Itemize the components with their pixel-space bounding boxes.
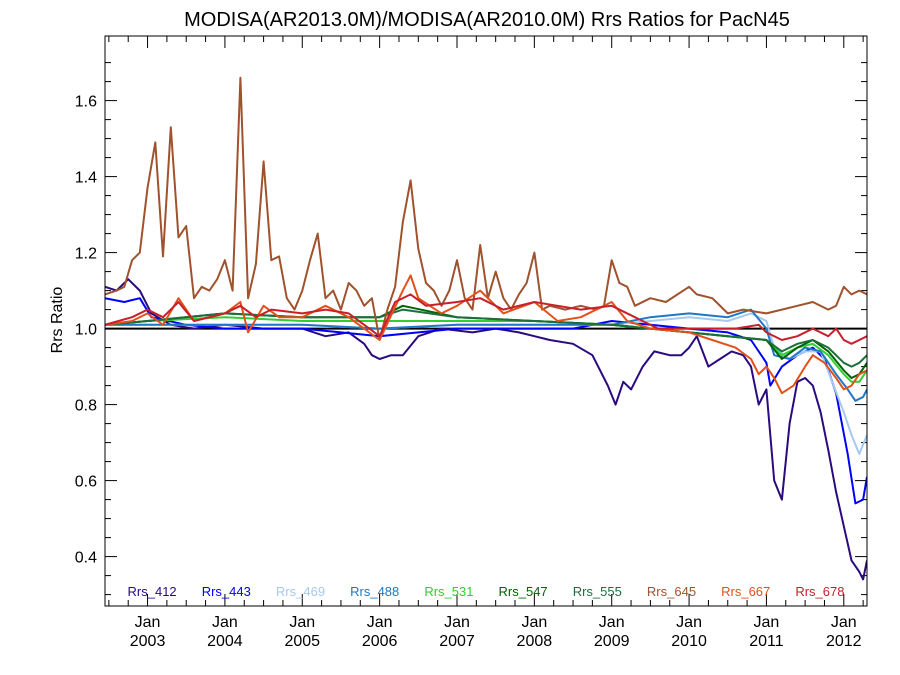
x-tick-month: Jan	[831, 614, 857, 631]
x-tick-month: Jan	[521, 614, 547, 631]
x-tick-year: 2007	[439, 633, 475, 650]
legend-label-rrs-645: Rrs_645	[647, 584, 696, 599]
x-tick-month: Jan	[754, 614, 780, 631]
y-axis-label: Rrs Ratio	[49, 287, 66, 354]
legend-label-rrs-531: Rrs_531	[424, 584, 473, 599]
series-line-rrs-488	[105, 308, 867, 402]
x-tick-month: Jan	[676, 614, 702, 631]
legend-label-rrs-469: Rrs_469	[276, 584, 325, 599]
x-tick-year: 2010	[671, 633, 707, 650]
series-line-rrs-469	[105, 312, 867, 455]
legend-label-rrs-547: Rrs_547	[499, 584, 548, 599]
x-tick-year: 2009	[594, 633, 630, 650]
legend-label-rrs-443: Rrs_443	[202, 584, 251, 599]
series-line-rrs-645	[105, 76, 867, 341]
x-tick-month: Jan	[599, 614, 625, 631]
legend-label-rrs-412: Rrs_412	[128, 584, 177, 599]
x-tick-year: 2003	[130, 633, 166, 650]
legend-label-rrs-678: Rrs_678	[795, 584, 844, 599]
x-tick-month: Jan	[135, 614, 161, 631]
x-tick-year: 2011	[749, 633, 784, 650]
x-tick-month: Jan	[289, 614, 315, 631]
series-line-rrs-412	[105, 278, 867, 581]
x-tick-year: 2005	[284, 633, 320, 650]
x-tick-month: Jan	[444, 614, 470, 631]
y-tick-label: 0.6	[75, 474, 97, 491]
chart-title: MODISA(AR2013.0M)/MODISA(AR2010.0M) Rrs …	[184, 9, 790, 31]
series-line-rrs-678	[105, 293, 867, 345]
x-tick-year: 2006	[362, 633, 398, 650]
y-tick-label: 0.4	[75, 550, 97, 567]
x-tick-month: Jan	[212, 614, 238, 631]
plot-frame	[104, 35, 868, 607]
x-tick-year: 2012	[826, 633, 862, 650]
y-tick-label: 1.2	[75, 246, 97, 263]
plot-area: 0.4 0.6 0.8 1.0 1.2 1.4 1.6 Jan 2003 Jan 2004 Jan 20…	[75, 36, 867, 650]
x-tick-year: 2004	[207, 633, 243, 650]
legend-label-rrs-555: Rrs_555	[573, 584, 622, 599]
y-tick-label: 1.4	[75, 170, 97, 187]
x-tick-month: Jan	[367, 614, 393, 631]
y-tick-label: 1.6	[75, 94, 97, 111]
legend-label-rrs-667: Rrs_667	[721, 584, 770, 599]
y-tick-label: 0.8	[75, 398, 97, 415]
y-tick-label: 1.0	[75, 322, 97, 339]
legend-label-rrs-488: Rrs_488	[350, 584, 399, 599]
x-tick-year: 2008	[517, 633, 553, 650]
